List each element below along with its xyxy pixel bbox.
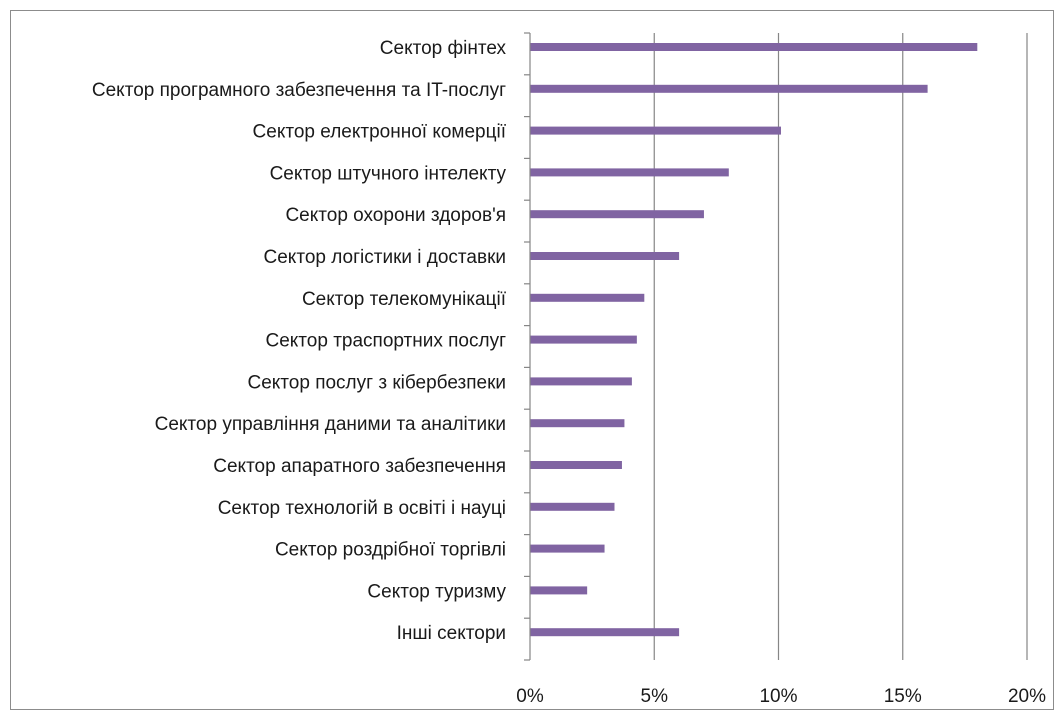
bars <box>530 43 978 637</box>
bar-13 <box>530 544 605 553</box>
category-label-15: Інші сектори <box>397 623 506 644</box>
bar-9 <box>530 377 632 386</box>
category-label-10: Сектор управління даними та аналітики <box>155 414 506 435</box>
category-label-13: Сектор роздрібної торгівлі <box>275 540 506 561</box>
category-label-6: Сектор логістики і доставки <box>264 247 506 268</box>
bar-12 <box>530 502 615 511</box>
x-tick-label-15: 15% <box>884 686 922 707</box>
bar-8 <box>530 335 637 344</box>
bar-3 <box>530 126 781 135</box>
x-tick-label-5: 5% <box>641 686 669 707</box>
gridlines <box>653 33 1028 660</box>
x-tick-label-10: 10% <box>759 686 797 707</box>
x-tick-label-0: 0% <box>516 686 544 707</box>
category-label-9: Сектор послуг з кібербезпеки <box>247 372 506 393</box>
bar-10 <box>530 419 625 428</box>
bar-14 <box>530 586 588 595</box>
category-label-1: Сектор фінтех <box>380 38 507 59</box>
bar-7 <box>530 293 645 302</box>
bar-1 <box>530 43 978 51</box>
category-label-7: Сектор телекомунікації <box>302 289 507 310</box>
category-label-12: Сектор технологій в освіті і науці <box>218 498 506 519</box>
category-label-3: Сектор електронної комерції <box>253 122 507 143</box>
x-tick-labels: 0% 5% 10% 15% 20% <box>516 686 1046 707</box>
category-labels: Сектор фінтех Сектор програмного забезпеч… <box>92 38 507 644</box>
bar-5 <box>530 210 704 219</box>
category-label-14: Сектор туризму <box>367 581 506 602</box>
x-tick-label-20: 20% <box>1008 686 1046 707</box>
category-label-8: Сектор траспортних послуг <box>265 331 506 352</box>
bar-4 <box>530 168 729 177</box>
bar-11 <box>530 461 622 469</box>
axes <box>524 32 531 661</box>
bar-15 <box>530 628 680 637</box>
bar-2 <box>530 84 928 93</box>
bar-6 <box>530 252 680 260</box>
category-label-2: Сектор програмного забезпечення та IT-по… <box>92 80 506 101</box>
category-label-11: Сектор апаратного забезпечення <box>213 456 506 477</box>
category-label-5: Сектор охорони здоров'я <box>285 205 506 226</box>
category-label-4: Сектор штучного інтелекту <box>270 163 507 184</box>
